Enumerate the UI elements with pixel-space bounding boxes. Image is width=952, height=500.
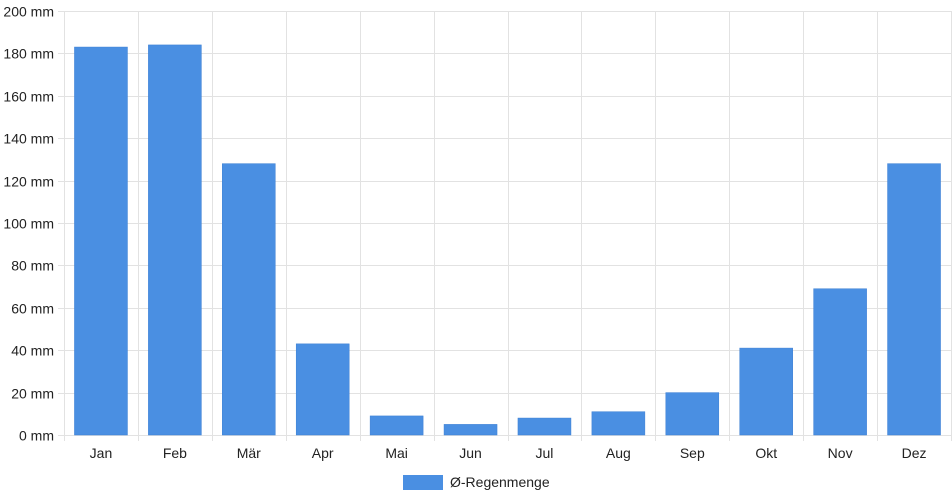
grid xyxy=(58,11,952,441)
x-axis-ticks: Jan Feb Mär Apr Mai Jun Jul Aug Sep Okt Nov Dez xyxy=(90,445,927,461)
bar-okt[interactable] xyxy=(739,347,793,436)
bar-sep[interactable] xyxy=(665,392,720,436)
y-tick-label: 60 mm xyxy=(11,301,54,317)
bar-jun[interactable] xyxy=(443,424,498,436)
bar-nov[interactable] xyxy=(813,288,867,436)
y-tick-label: 120 mm xyxy=(3,174,54,190)
bar-apr[interactable] xyxy=(295,343,350,436)
y-tick-label: 140 mm xyxy=(3,131,54,147)
x-tick-label: Sep xyxy=(680,445,705,461)
x-tick-label: Mär xyxy=(237,445,261,461)
bar-dez[interactable] xyxy=(887,163,941,436)
x-tick-label: Jan xyxy=(90,445,113,461)
x-tick-label: Nov xyxy=(828,445,853,461)
x-tick-label: Jun xyxy=(459,445,482,461)
bar-mai[interactable] xyxy=(369,415,424,436)
x-tick-label: Mai xyxy=(385,445,408,461)
bar-jan[interactable] xyxy=(74,46,128,436)
bars xyxy=(74,44,941,436)
x-tick-label: Aug xyxy=(606,445,631,461)
bar-jul[interactable] xyxy=(517,417,572,436)
legend-swatch xyxy=(403,475,443,490)
y-tick-label: 200 mm xyxy=(3,4,54,20)
y-tick-label: 180 mm xyxy=(3,46,54,62)
bar-feb[interactable] xyxy=(148,44,202,436)
legend-label: Ø-Regenmenge xyxy=(450,474,550,490)
y-tick-label: 0 mm xyxy=(19,428,54,444)
y-tick-label: 40 mm xyxy=(11,343,54,359)
bar-aug[interactable] xyxy=(591,411,646,436)
bar-mär[interactable] xyxy=(222,163,276,436)
x-tick-label: Dez xyxy=(902,445,927,461)
x-tick-label: Apr xyxy=(312,445,334,461)
x-tick-label: Feb xyxy=(163,445,187,461)
y-tick-label: 160 mm xyxy=(3,89,54,105)
y-axis-ticks: 0 mm 20 mm 40 mm 60 mm 80 mm 100 mm 120 mm 140 … xyxy=(3,4,54,444)
x-tick-label: Okt xyxy=(755,445,777,461)
legend[interactable]: Ø-Regenmenge xyxy=(403,474,550,490)
y-tick-label: 100 mm xyxy=(3,216,54,232)
y-tick-label: 20 mm xyxy=(11,386,54,402)
x-tick-label: Jul xyxy=(536,445,554,461)
y-tick-label: 80 mm xyxy=(11,258,54,274)
